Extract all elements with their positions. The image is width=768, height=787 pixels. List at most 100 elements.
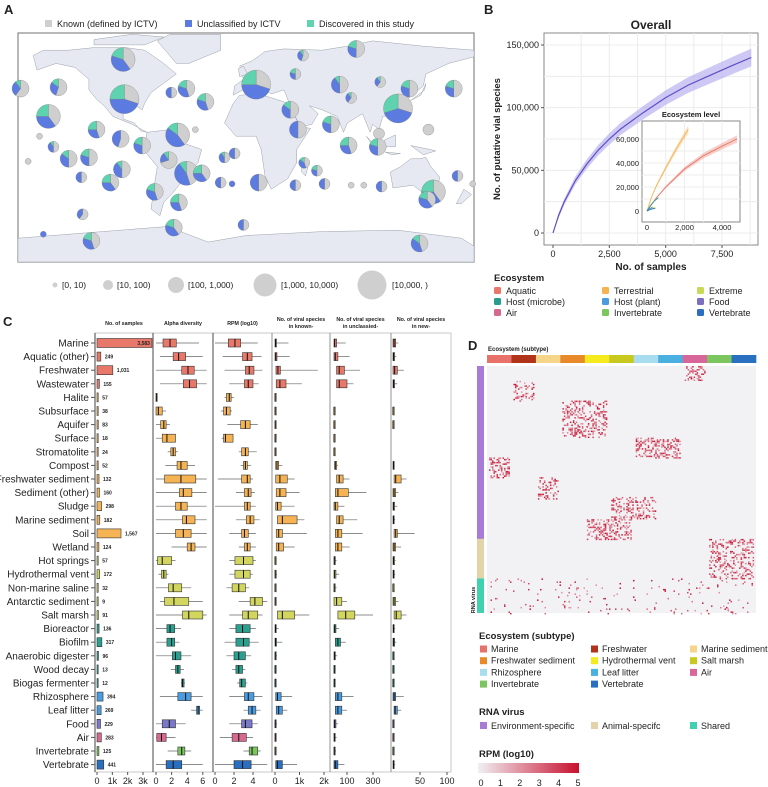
heatmap-cell	[751, 541, 753, 544]
iqr-box	[166, 637, 176, 647]
row-label: Marine sediment	[15, 515, 89, 526]
pie-slice	[283, 101, 291, 111]
pie-slice	[167, 122, 178, 136]
heatmap-cell	[595, 418, 597, 421]
x-tick-label: 0	[212, 776, 217, 786]
heatmap-cell	[528, 588, 530, 591]
heatmap-cell	[602, 405, 605, 407]
heatmap-cell	[563, 435, 566, 437]
alpha-boxplot	[156, 556, 176, 565]
color-scale-bar	[478, 763, 579, 773]
iqr-box	[275, 542, 284, 552]
heatmap-cell	[604, 421, 606, 424]
unclassified-boxplot	[333, 597, 347, 606]
row-annotation-shared	[477, 578, 484, 613]
heatmap-cell	[719, 564, 722, 566]
pie-slice	[339, 75, 349, 94]
heatmap-cell	[733, 540, 735, 542]
heatmap-cell	[731, 543, 734, 545]
heatmap-cell	[604, 400, 606, 403]
row-label: Non-marine saline	[8, 583, 90, 594]
pie-slice	[141, 136, 151, 155]
heatmap-cell	[700, 581, 702, 583]
known-boxplot	[274, 556, 277, 565]
heatmap-cell	[638, 442, 641, 444]
heatmap-cell	[605, 411, 608, 413]
pie-slice	[111, 55, 131, 72]
sample-count-bar	[96, 338, 153, 348]
heatmap-cell	[674, 437, 677, 440]
heatmap-cell	[552, 495, 555, 497]
heatmap-cell	[565, 417, 567, 419]
heatmap-cell	[730, 552, 732, 554]
heatmap-cell	[674, 457, 677, 459]
heatmap-cell	[623, 516, 625, 518]
pie-slice	[109, 84, 125, 100]
legend-swatch	[697, 298, 704, 305]
heatmap-cell	[689, 376, 691, 378]
heatmap-cell	[628, 609, 630, 612]
heatmap-cell	[616, 538, 619, 541]
sample-pie	[112, 130, 130, 148]
heatmap-cell	[605, 400, 608, 403]
heatmap-cell	[645, 514, 648, 517]
heatmap-cell	[587, 402, 590, 404]
heatmap-cell	[602, 424, 605, 427]
heatmap-cell	[645, 507, 648, 509]
color-scale-tick-label: 4	[556, 778, 561, 787]
heatmap-cell	[742, 541, 744, 544]
heatmap-cell	[594, 537, 596, 539]
rpm-boxplot	[224, 393, 234, 402]
heatmap-cell	[742, 543, 744, 545]
iqr-box	[333, 501, 339, 511]
heatmap-cell	[598, 523, 601, 526]
heatmap-cell	[709, 564, 711, 566]
heatmap-cell	[586, 525, 589, 527]
heatmap-cell	[507, 473, 509, 476]
row-label: Salt marsh	[41, 611, 89, 622]
heatmap-cell	[746, 546, 749, 548]
legend-title: RNA virus	[479, 707, 525, 718]
rpm-boxplot	[226, 651, 252, 661]
heatmap-cell	[612, 529, 614, 532]
heatmap-cell	[606, 532, 608, 535]
unclassified-boxplot	[334, 637, 346, 647]
heatmap-cell	[526, 392, 529, 395]
heatmap-cell	[724, 561, 726, 563]
sample-pie	[218, 151, 231, 164]
sample-pie	[87, 120, 106, 139]
pie-slice	[237, 219, 244, 231]
heatmap-cell	[736, 577, 738, 580]
unclassified-boxplot	[333, 583, 337, 593]
heatmap-cell	[543, 481, 546, 484]
sample-count-label: 136	[103, 627, 112, 633]
heatmap-cell	[525, 603, 527, 606]
heatmap-cell	[673, 451, 675, 453]
heatmap-cell	[606, 537, 608, 539]
sample-count-label: 132	[103, 477, 112, 483]
heatmap-cell	[590, 415, 593, 418]
heatmap-cell	[575, 414, 578, 416]
heatmap-cell	[600, 532, 602, 535]
heatmap-cell	[566, 405, 569, 407]
heatmap-cell	[745, 567, 747, 569]
heatmap-cell	[604, 537, 607, 539]
heatmap-cell	[725, 559, 728, 562]
heatmap-cluster	[684, 366, 706, 381]
heatmap-cell	[603, 528, 605, 530]
heatmap-cell	[612, 538, 614, 541]
heatmap-cell	[743, 553, 746, 556]
heatmap-cell	[601, 433, 603, 436]
heatmap-cell	[619, 587, 621, 589]
known-boxplot	[275, 474, 295, 484]
heatmap-cell	[574, 402, 576, 404]
heatmap-cell	[629, 496, 631, 499]
heatmap-cell	[609, 528, 611, 530]
legend-label: Discovered in this study	[319, 19, 415, 29]
row-label: Wood decay	[34, 665, 89, 676]
heatmap-cell	[690, 593, 692, 595]
heatmap-cell	[571, 400, 573, 403]
alpha-boxplot	[159, 379, 207, 389]
sample-pie	[11, 79, 30, 98]
